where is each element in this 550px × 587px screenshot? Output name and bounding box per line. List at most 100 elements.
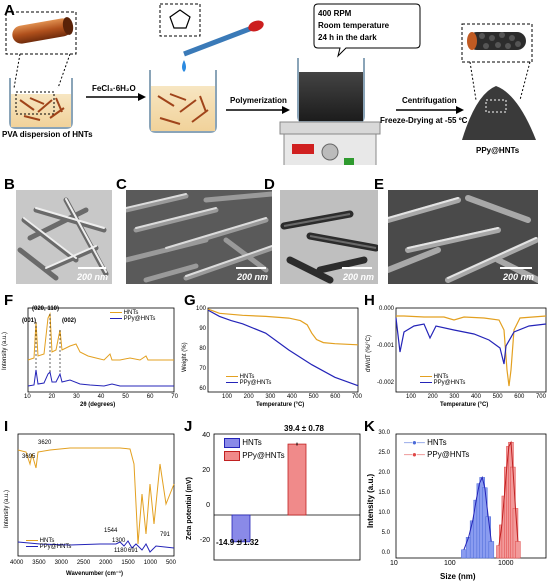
panel-letter-g: G [184,292,196,309]
legend-j-ppy: PPy@HNTs [242,451,285,461]
legend-k-hnts: HNTs [427,438,447,447]
step1-label: PVA dispersion of HNTs [2,130,93,139]
scale-bar-c: 200 nm [236,272,268,282]
ylabel-f: Intensity (a.u.) [2,331,8,370]
annotation-1544: 1544 [104,528,118,534]
ytick-j-20: 20 [202,467,210,474]
xtick-f-2: 30 [73,394,80,400]
xticks-h: 100 200 300 400 500 600 700 [406,394,546,400]
legend-j-hnts: HNTs [242,438,262,448]
legend-g-hnts: HNTs [239,374,255,380]
ytick-g-80: 80 [199,346,206,352]
legend-k-ppy: PPy@HNTs [427,450,470,459]
value-label-j-ppy: 39.4 ± 0.78 [284,424,324,433]
centrifugation-label: Centrifugation [402,96,457,105]
series-i-hnts [17,447,175,545]
xtick-i-2: 3000 [54,560,68,566]
panel-letter-f: F [4,292,14,309]
ytick-j-neg20: -20 [199,537,210,544]
xtick-g-0: 100 [222,394,233,400]
plot-frame-i [17,433,175,557]
panel-letter-j: J [184,418,193,435]
series-h-hnts [396,315,547,387]
reaction-conditions: 400 RPM Room temperature 24 h in the dar… [318,8,389,44]
xtick-k-100: 100 [444,560,456,567]
plot-frame-f [27,307,175,393]
xtick-h-1: 200 [427,394,438,400]
legend-g: HNTs PPy@HNTs [226,374,271,386]
beaker-3 [297,58,365,123]
annotation-791: 791 [160,532,171,538]
xtick-i-1: 3500 [32,560,46,566]
bar-k-hnts [461,549,467,559]
chart-j-zeta [213,433,361,561]
value-label-j-hnts: -14.9 ± 1.32 [216,538,259,547]
legend-f-ppy: PPy@HNTs [123,316,156,322]
xlabel-g: Temperature (°C) [256,402,305,408]
xtick-f-6: 70 [171,394,178,400]
legend-k: —●— HNTs —●— PPy@HNTs [404,438,469,459]
ylabel-g: Weight (%) [182,342,188,372]
xtick-f-3: 40 [97,394,105,400]
beaker-2 [149,70,217,133]
legend-i-hnts: HNTs [39,538,55,544]
annotation-1180: 1180 [114,548,127,554]
xtick-h-3: 400 [470,394,481,400]
xtick-f-1: 20 [48,394,56,400]
chart-k-dls [395,433,547,559]
schematic-illustration [5,3,536,165]
plot-frame-j [213,433,361,561]
condition-temperature: Room temperature [318,21,390,30]
scale-bar-d: 200 nm [342,272,374,282]
fit-curve-k-hnts [463,475,492,550]
ytick-k-0: 0.0 [381,550,390,556]
sem-image-e: 200 nm [388,190,538,284]
series-g-ppy [207,309,359,387]
annotation-3620: 3620 [38,440,52,446]
ytick-g-60: 60 [199,386,206,392]
chart-f-xrd [27,307,175,393]
legend-g-ppy: PPy@HNTs [239,380,272,386]
product-label: PPy@HNTs [476,146,520,155]
reagent-label: FeCl₃·6H₂O [92,84,136,93]
xtick-f-5: 60 [146,394,154,400]
xtick-i-4: 2000 [99,560,113,566]
sem-image-d: 200 nm [280,190,378,284]
condition-time: 24 h in the dark [318,33,377,42]
freeze-drying-label: Freeze-Drying at -55 ºC [380,116,468,125]
xtick-h-0: 100 [406,394,417,400]
xlabel-f: 2θ (degrees) [80,402,116,408]
legend-h-hnts: HNTs [433,374,449,380]
annotation-020-110: (020, 110) [32,306,60,312]
ytick-g-90: 90 [199,326,206,332]
panel-letter-h: H [364,292,375,309]
legend-k-ppy-marker: —●— [404,450,425,459]
panel-letter-c: C [116,176,127,193]
ppy-nanotube-zoom [461,23,533,63]
sem-image-b: 200 nm [16,190,112,284]
series-f-ppy [27,369,174,387]
xtick-g-3: 400 [286,394,297,400]
xticks-g: 100 200 300 400 500 600 700 [222,394,362,400]
xtick-g-4: 500 [308,394,319,400]
xtick-i-7: 500 [165,560,176,566]
sem-image-c: 200 nm [126,190,272,284]
xtick-i-5: 1500 [121,560,135,566]
bars-k-hnts [461,477,495,559]
xtick-g-5: 600 [330,394,341,400]
magnetic-stirrer [279,121,381,165]
panel-letter-k: K [364,418,375,435]
legend-i-ppy: PPy@HNTs [39,544,72,550]
xtick-i-0: 4000 [10,560,24,566]
ytick-j-40: 40 [202,432,210,439]
panel-letter-a: A [4,2,15,19]
xtick-f-0: 10 [24,394,31,400]
xlabel-i: Wavenumber (cm⁻¹) [66,571,123,577]
ylabel-j: Zeta potential (mV) [186,476,193,540]
ytick-h-1: -0.001 [376,343,394,349]
xtick-h-2: 300 [449,394,460,400]
annotation-1300: 1300 [112,538,126,544]
fit-curve-k-ppy [498,440,519,546]
panel-letter-b: B [4,176,15,193]
polymerization-label: Polymerization [230,96,287,105]
